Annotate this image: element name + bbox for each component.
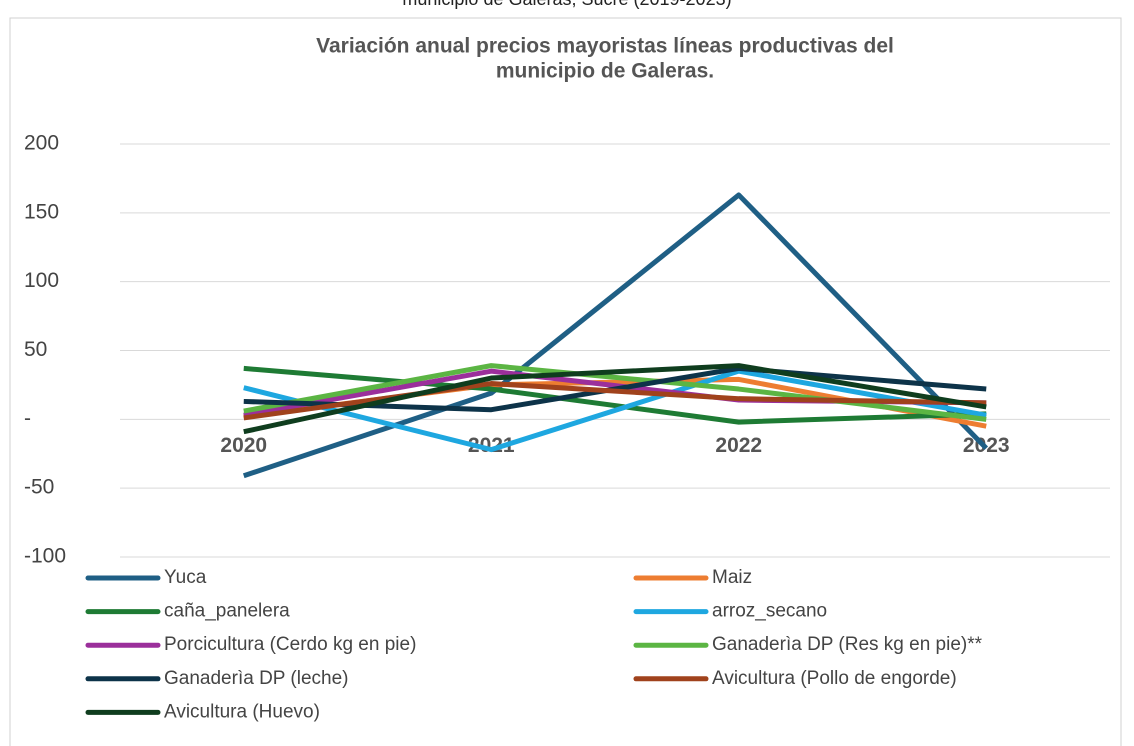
legend-label: Maiz [712,567,752,588]
series-line [243,363,987,422]
y-tick-label: 100 [24,269,59,292]
caption: municipio de Galeras, Sucre (2019-2023) [402,0,731,9]
legend-label: caña_panelera [164,601,290,622]
legend-label: Ganaderìa DP (leche) [164,668,348,689]
series-line [242,192,989,479]
series-line [243,368,987,453]
legend-label: Porcicultura (Cerdo kg en pie) [164,634,416,655]
chart-title: municipio de Galeras. [496,60,714,83]
legend-label: Ganaderìa DP (Res kg en pie)** [712,634,983,655]
legend-label: Yuca [164,567,207,588]
y-tick-label: 200 [24,132,59,155]
y-tick-label: -100 [24,545,66,568]
y-tick-label: -50 [24,476,54,499]
legend-label: arroz_secano [712,601,827,622]
y-tick-label: - [24,407,31,430]
series-line [243,381,987,421]
x-tick-label: 2020 [220,434,267,457]
y-tick-label: 50 [24,338,47,361]
legend-label: Avicultura (Pollo de engorde) [712,668,957,689]
x-tick-label: 2021 [468,434,515,457]
y-tick-label: 150 [24,200,59,223]
x-tick-label: 2022 [715,434,762,457]
series-line [243,365,987,425]
series-line [243,363,987,435]
chart-title: Variación anual precios mayoristas línea… [316,35,894,58]
legend-label: Avicultura (Huevo) [164,701,320,722]
